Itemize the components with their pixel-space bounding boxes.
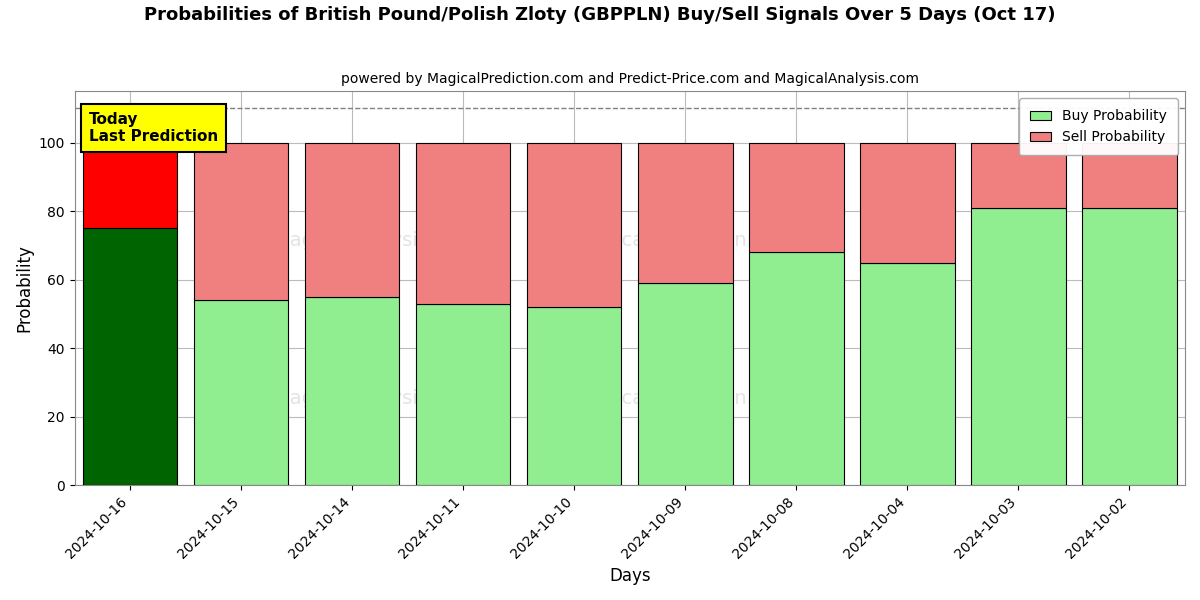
Bar bbox=[749, 252, 844, 485]
Bar bbox=[416, 304, 510, 485]
Bar bbox=[305, 143, 400, 297]
Bar bbox=[305, 297, 400, 485]
Text: Probabilities of British Pound/Polish Zloty (GBPPLN) Buy/Sell Signals Over 5 Day: Probabilities of British Pound/Polish Zl… bbox=[144, 6, 1056, 24]
X-axis label: Days: Days bbox=[610, 567, 650, 585]
Text: Today
Last Prediction: Today Last Prediction bbox=[89, 112, 218, 144]
Bar bbox=[638, 143, 732, 283]
Bar bbox=[194, 300, 288, 485]
Bar bbox=[527, 143, 622, 307]
Title: powered by MagicalPrediction.com and Predict-Price.com and MagicalAnalysis.com: powered by MagicalPrediction.com and Pre… bbox=[341, 72, 919, 86]
Bar bbox=[971, 143, 1066, 208]
Text: MagicalPrediction.com: MagicalPrediction.com bbox=[576, 389, 796, 408]
Bar bbox=[527, 307, 622, 485]
Text: MagicalAnalysis.com: MagicalAnalysis.com bbox=[274, 389, 476, 408]
Bar bbox=[1082, 208, 1177, 485]
Bar bbox=[971, 208, 1066, 485]
Y-axis label: Probability: Probability bbox=[16, 244, 34, 332]
Bar bbox=[416, 143, 510, 304]
Bar bbox=[860, 143, 955, 263]
Bar bbox=[83, 143, 178, 229]
Bar bbox=[1082, 143, 1177, 208]
Bar bbox=[83, 229, 178, 485]
Bar bbox=[860, 263, 955, 485]
Bar bbox=[638, 283, 732, 485]
Text: MagicalAnalysis.com: MagicalAnalysis.com bbox=[274, 232, 476, 250]
Bar bbox=[749, 143, 844, 252]
Legend: Buy Probability, Sell Probability: Buy Probability, Sell Probability bbox=[1019, 98, 1178, 155]
Text: MagicalPrediction.com: MagicalPrediction.com bbox=[576, 232, 796, 250]
Bar bbox=[194, 143, 288, 300]
